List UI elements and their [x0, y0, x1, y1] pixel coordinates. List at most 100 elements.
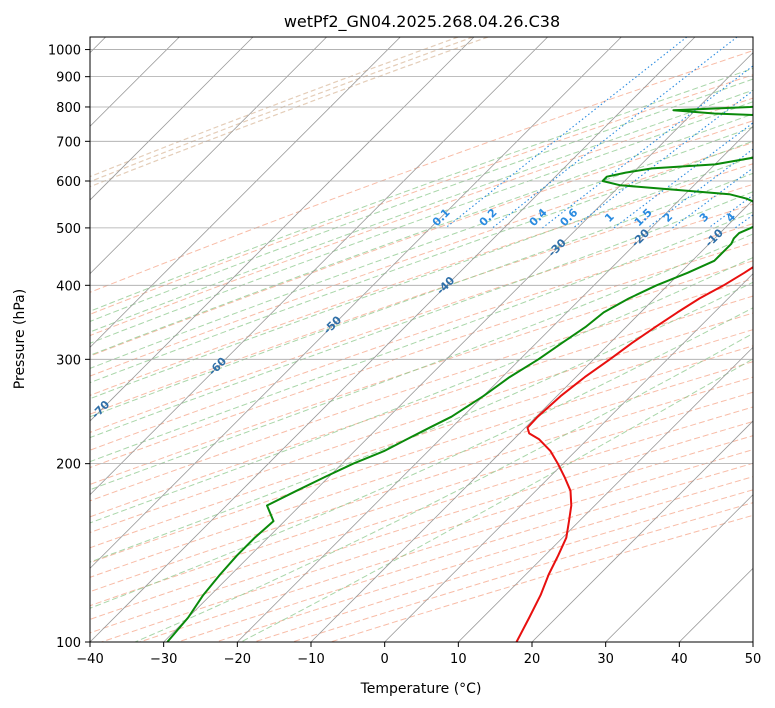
dry-adiabat	[90, 74, 753, 315]
dry-adiabat	[90, 329, 753, 549]
moist-adiabat	[90, 78, 753, 323]
x-tick-label: 10	[450, 652, 467, 667]
isotherm-label: -40	[434, 274, 457, 297]
mixing-ratio-label: 0.4	[527, 206, 550, 229]
isotherm	[605, 494, 753, 642]
dry-adiabat	[90, 345, 753, 564]
dry-adiabat	[90, 163, 753, 396]
moist-adiabat	[90, 67, 753, 312]
moist-adiabat	[90, 140, 753, 384]
y-tick-label: 900	[56, 71, 81, 86]
y-tick-label: 700	[56, 135, 81, 150]
x-tick-label: −10	[297, 652, 324, 667]
x-tick-label: 30	[597, 652, 614, 667]
moist-adiabat	[90, 281, 753, 563]
isotherm	[679, 567, 753, 642]
y-tick-label: 600	[56, 175, 81, 190]
dry-adiabat	[90, 142, 753, 377]
dry-adiabat	[177, 462, 753, 642]
dry-adiabat	[90, 203, 753, 433]
mixing-ratio-label: 3	[697, 210, 712, 225]
chart-title: wetPf2_GN04.2025.268.04.26.C38	[284, 12, 560, 32]
y-tick-label: 1000	[48, 44, 81, 59]
y-tick-label: 800	[56, 101, 81, 116]
mixing-ratio-line	[492, 37, 738, 229]
mixing-ratio-label: 1	[602, 210, 617, 225]
isotherm	[752, 641, 753, 642]
isotherm-label: -70	[89, 398, 112, 421]
x-tick-label: 20	[524, 652, 541, 667]
mixing-ratio-line	[542, 65, 753, 229]
mixing-ratio-label: 0.2	[477, 206, 500, 229]
mixing-ratio-line	[734, 214, 753, 229]
isotherm-label: -30	[546, 236, 569, 259]
moist-adiabat	[90, 211, 753, 463]
series-layer	[166, 105, 753, 642]
isotherm	[90, 37, 254, 201]
axes: −40 −30 −20 −10 0 10 20 30 40 50 1000 900 800 700 600 5…	[48, 44, 761, 667]
dry-adiabat	[90, 361, 753, 578]
mixing-ratio-label: 6	[762, 210, 775, 225]
moist-adiabat	[90, 155, 753, 400]
dry-adiabat	[90, 120, 753, 357]
isotherm-label: -10	[703, 226, 726, 249]
cold-curve	[90, 37, 489, 188]
dry-adiabat	[90, 223, 753, 451]
isotherm	[163, 52, 753, 642]
moist-adiabat	[90, 126, 753, 369]
y-tick-label: 400	[56, 279, 81, 294]
x-axis-label: Temperature (°C)	[360, 681, 482, 697]
isotherm	[90, 37, 475, 422]
dry-adiabat	[90, 312, 753, 534]
mixing-ratio-label: 4	[724, 210, 739, 225]
isotherm	[310, 199, 753, 642]
isotherm	[90, 37, 548, 496]
x-tick-label: 0	[381, 652, 389, 667]
line-labels: -100-90-80-70-60-50-40-30-20-10010203040…	[89, 206, 775, 421]
y-tick-label: 200	[56, 458, 81, 473]
y-tick-label: 300	[56, 353, 81, 368]
isotherm-label: -20	[629, 226, 652, 249]
isotherm	[90, 37, 696, 642]
y-tick-label: 500	[56, 222, 81, 237]
dewpoint-line	[166, 105, 753, 642]
isotherm	[531, 420, 753, 642]
dry-adiabat	[90, 260, 753, 485]
isotherm	[237, 125, 753, 642]
dry-adiabat	[90, 278, 753, 502]
isotherm	[90, 37, 327, 275]
mixing-ratio-line	[708, 194, 753, 229]
x-tick-label: 40	[671, 652, 688, 667]
isotherm-label: -50	[321, 313, 344, 336]
dry-adiabat	[90, 241, 753, 469]
moist-adiabat	[90, 172, 753, 418]
dry-adiabat	[292, 502, 753, 642]
y-tick-label: 100	[56, 636, 81, 651]
dry-adiabat	[90, 183, 753, 415]
mixing-ratio-line	[572, 90, 753, 229]
moist-adiabat	[134, 332, 753, 642]
moist-adiabat	[90, 191, 753, 439]
dry-adiabat	[330, 514, 753, 642]
isotherm	[384, 273, 753, 642]
mixing-ratio-label: 0.6	[557, 206, 580, 229]
moist-adiabat	[90, 101, 753, 344]
mixing-ratio-line	[672, 167, 753, 229]
dry-adiabat	[90, 391, 753, 607]
moist-adiabat	[90, 113, 753, 356]
dry-adiabat	[101, 435, 753, 642]
x-tick-label: −20	[224, 652, 251, 667]
temperature-line	[515, 265, 753, 642]
mixing-ratio-label: 1.5	[632, 206, 655, 229]
cold-curve	[90, 37, 474, 183]
moist-adiabat	[90, 233, 753, 491]
x-tick-label: −40	[76, 652, 103, 667]
isotherm	[458, 346, 753, 642]
moist-adiabat	[90, 89, 753, 333]
moist-adiabat	[90, 307, 753, 609]
y-axis-label: Pressure (hPa)	[12, 289, 28, 389]
dry-adiabat	[90, 376, 753, 593]
x-tick-label: 50	[745, 652, 762, 667]
plot-frame	[89, 36, 754, 643]
